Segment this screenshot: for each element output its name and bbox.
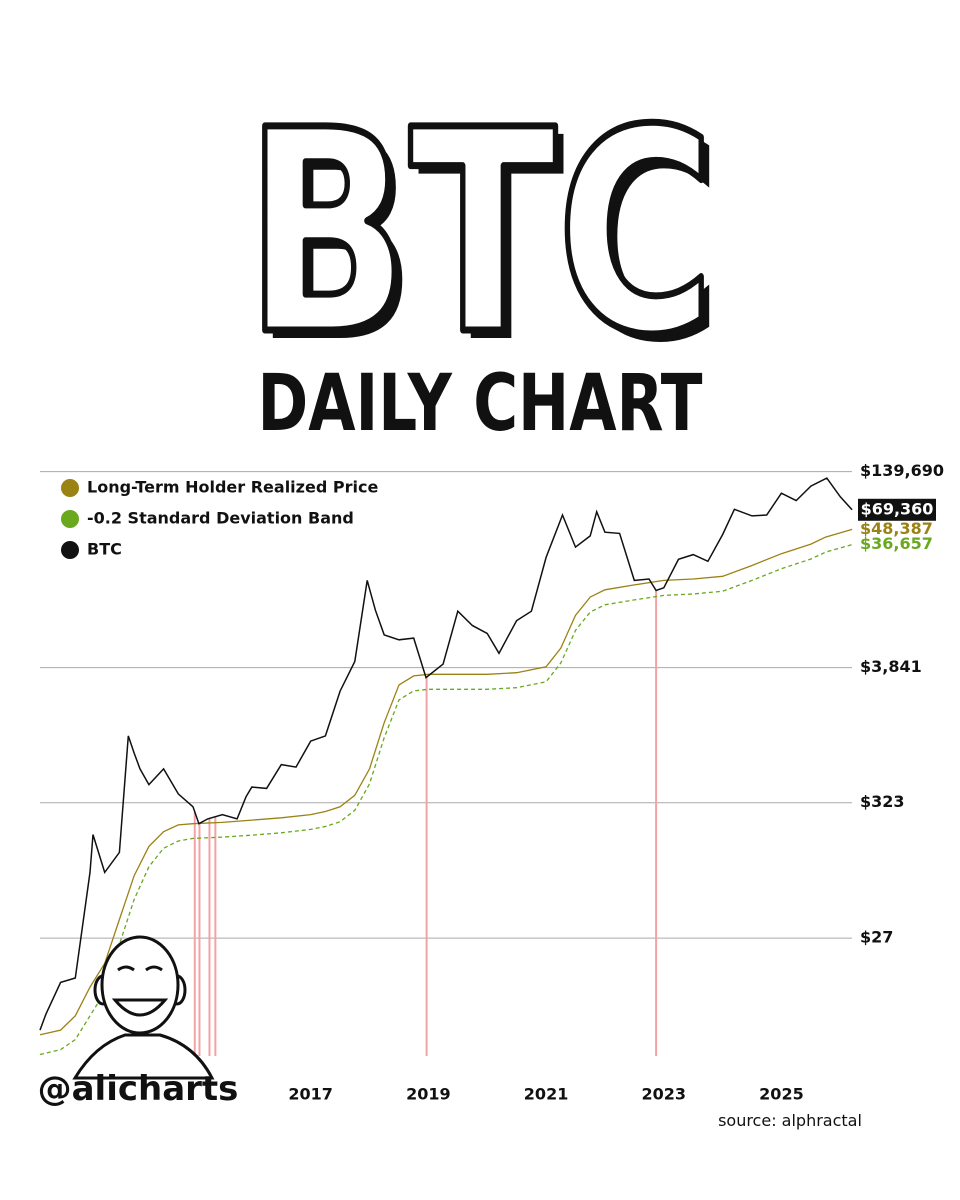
source: source: alphractal xyxy=(718,1111,862,1130)
plot-area: $27 $323 $3,841 $139,690 2017 2019 2021 2023 202… xyxy=(39,461,944,1104)
x-tick-label: 2017 xyxy=(288,1085,333,1104)
legend-marker xyxy=(61,479,79,497)
series-line xyxy=(39,528,853,1036)
legend-marker xyxy=(61,510,79,528)
chart-title: BTC xyxy=(245,71,715,397)
avatar xyxy=(72,935,215,1080)
series-line xyxy=(39,543,853,1056)
avatar-head xyxy=(100,935,180,1035)
y-tick-label: $323 xyxy=(860,792,905,811)
handle: @alicharts xyxy=(38,1069,239,1109)
x-tick-label: 2025 xyxy=(759,1085,804,1104)
x-tick-label: 2021 xyxy=(524,1085,569,1104)
last-value-label: $48,387 xyxy=(860,519,933,538)
y-tick-label: $3,841 xyxy=(860,657,922,676)
legend-marker xyxy=(61,541,79,559)
avatar-smile xyxy=(111,998,169,1017)
last-value-box xyxy=(858,498,936,521)
series-line xyxy=(39,477,853,1031)
avatar-eyes xyxy=(117,965,163,972)
legend-label: Long-Term Holder Realized Price xyxy=(87,478,378,497)
last-value-label: $36,657 xyxy=(860,534,933,553)
legend-label: BTC xyxy=(87,540,122,559)
x-tick-label: 2019 xyxy=(406,1085,451,1104)
last-value-label: $69,360 xyxy=(861,499,934,518)
avatar-shoulders xyxy=(72,1033,215,1080)
x-tick-label: 2023 xyxy=(641,1085,686,1104)
title-shadow: BTC xyxy=(253,79,723,405)
y-tick-label: $139,690 xyxy=(860,461,944,480)
chart-subtitle: DAILY CHART xyxy=(258,359,703,449)
legend-label: -0.2 Standard Deviation Band xyxy=(87,509,354,528)
y-tick-label: $27 xyxy=(860,928,893,947)
